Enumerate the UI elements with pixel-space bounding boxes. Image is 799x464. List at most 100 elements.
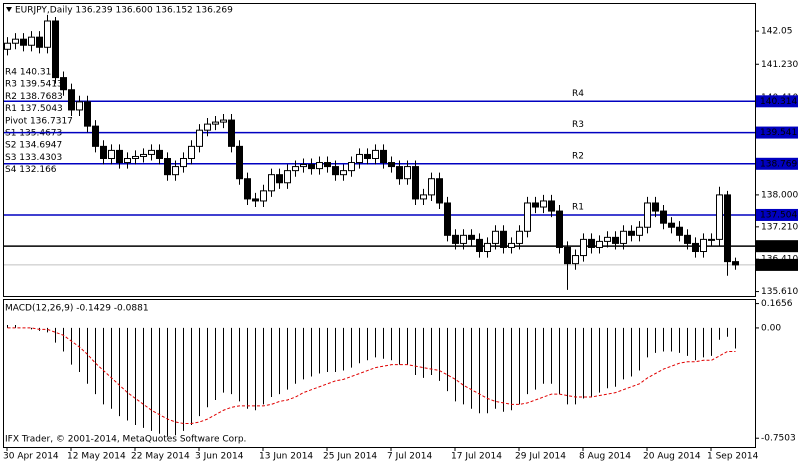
candle-body <box>28 36 35 46</box>
candle-body <box>460 234 467 244</box>
x-tick-label: 30 Apr 2014 <box>3 452 59 462</box>
x-tick-label: 1 Sep 2014 <box>707 452 759 462</box>
candle-body <box>596 240 603 248</box>
candle-body <box>300 164 307 168</box>
macd-pane <box>3 299 756 448</box>
price-tag <box>756 95 798 108</box>
x-tick-label: 25 Jun 2014 <box>323 452 377 462</box>
candle-body <box>4 42 11 50</box>
candle-body <box>140 153 147 157</box>
price-tag-label: 138.769 <box>760 159 797 169</box>
menu-arrow <box>6 7 12 12</box>
candle-body <box>428 178 435 196</box>
candle-body <box>636 226 643 236</box>
candle-body <box>188 145 195 159</box>
candle-body <box>588 238 595 248</box>
y-tick-label: 142.05 <box>761 27 793 37</box>
candle-body <box>404 166 411 180</box>
candle-body <box>100 145 107 159</box>
y-tick-label: 0.00 <box>761 323 781 333</box>
candle-body <box>284 170 291 184</box>
candle-body <box>84 101 91 127</box>
candle-body <box>92 125 99 147</box>
candle-body <box>340 170 347 176</box>
candle-body <box>548 200 555 212</box>
candle-body <box>572 255 579 265</box>
pivot-legend: R3 139.5413 <box>5 80 63 90</box>
candle-body <box>708 238 715 241</box>
candle-body <box>268 174 275 192</box>
candle-body <box>276 174 283 184</box>
pivot-legend: R1 137.5043 <box>5 104 63 114</box>
price-tag-label: 139.541 <box>760 128 797 138</box>
candle-body <box>348 162 355 172</box>
x-tick-label: 3 Jun 2014 <box>195 452 244 462</box>
candle-body <box>44 20 51 48</box>
candle-body <box>212 121 219 125</box>
candle-body <box>60 77 67 91</box>
pivot-legend: R2 138.7683 <box>5 92 63 102</box>
pivot-legend: S1 135.4673 <box>5 129 62 139</box>
candle-body <box>20 38 27 46</box>
candle-body <box>684 234 691 244</box>
y-tick-label: 0.1656 <box>761 299 793 309</box>
candle-body <box>116 149 123 164</box>
signal-line <box>7 327 736 424</box>
level-name: R4 <box>572 89 584 99</box>
candle-body <box>332 166 339 176</box>
macd-title: MACD(12,26,9) -0.1429 -0.0881 <box>5 304 149 314</box>
candle-body <box>372 149 379 159</box>
x-tick-label: 7 Jul 2014 <box>387 452 432 462</box>
candle-body <box>220 119 227 123</box>
candle-body <box>612 236 619 244</box>
candle-body <box>524 202 531 232</box>
candle-body <box>508 242 515 248</box>
candle-body <box>356 153 363 164</box>
candle-body <box>412 166 419 200</box>
x-tick-label: 29 Jul 2014 <box>515 452 566 462</box>
candle-body <box>252 198 259 202</box>
candle-body <box>732 261 739 266</box>
candle-body <box>196 129 203 147</box>
candle-body <box>436 178 443 204</box>
candle-body <box>452 234 459 244</box>
candle-body <box>292 166 299 172</box>
y-tick-label: -0.7503 <box>761 434 796 444</box>
candle-body <box>228 119 235 147</box>
candle-body <box>484 242 491 253</box>
level-name: R2 <box>572 151 584 161</box>
candle-body <box>164 157 171 176</box>
candle-body <box>36 36 43 48</box>
candle-body <box>108 149 115 159</box>
x-tick-label: 20 Aug 2014 <box>643 452 701 462</box>
candle-body <box>388 162 395 168</box>
candle-body <box>580 238 587 257</box>
candle-body <box>444 202 451 236</box>
candle-body <box>420 194 427 200</box>
candle-body <box>620 230 627 244</box>
candle-body <box>52 20 59 79</box>
y-tick-label: 137.210 <box>761 222 798 232</box>
candle-body <box>476 238 483 253</box>
chart-title: EURJPY,Daily 136.239 136.600 136.152 136… <box>15 6 233 16</box>
candle-body <box>316 162 323 170</box>
candle-body <box>124 157 131 164</box>
price-tag <box>756 208 798 221</box>
candle-body <box>172 166 179 176</box>
candle-body <box>668 222 675 228</box>
candle-body <box>180 157 187 168</box>
candle-body <box>236 145 243 180</box>
price-tag <box>756 240 798 253</box>
candle-body <box>12 38 19 44</box>
x-tick-label: 13 Jun 2014 <box>259 452 313 462</box>
pivot-legend: S3 133.4303 <box>5 153 62 163</box>
x-tick-label: 8 Aug 2014 <box>579 452 631 462</box>
price-tag-label: 136.732 <box>760 242 797 252</box>
candle-body <box>660 210 667 224</box>
candle-body <box>652 202 659 212</box>
price-tag <box>756 126 798 139</box>
candle-body <box>148 149 155 155</box>
candle-body <box>76 101 83 111</box>
candle-body <box>204 123 211 131</box>
